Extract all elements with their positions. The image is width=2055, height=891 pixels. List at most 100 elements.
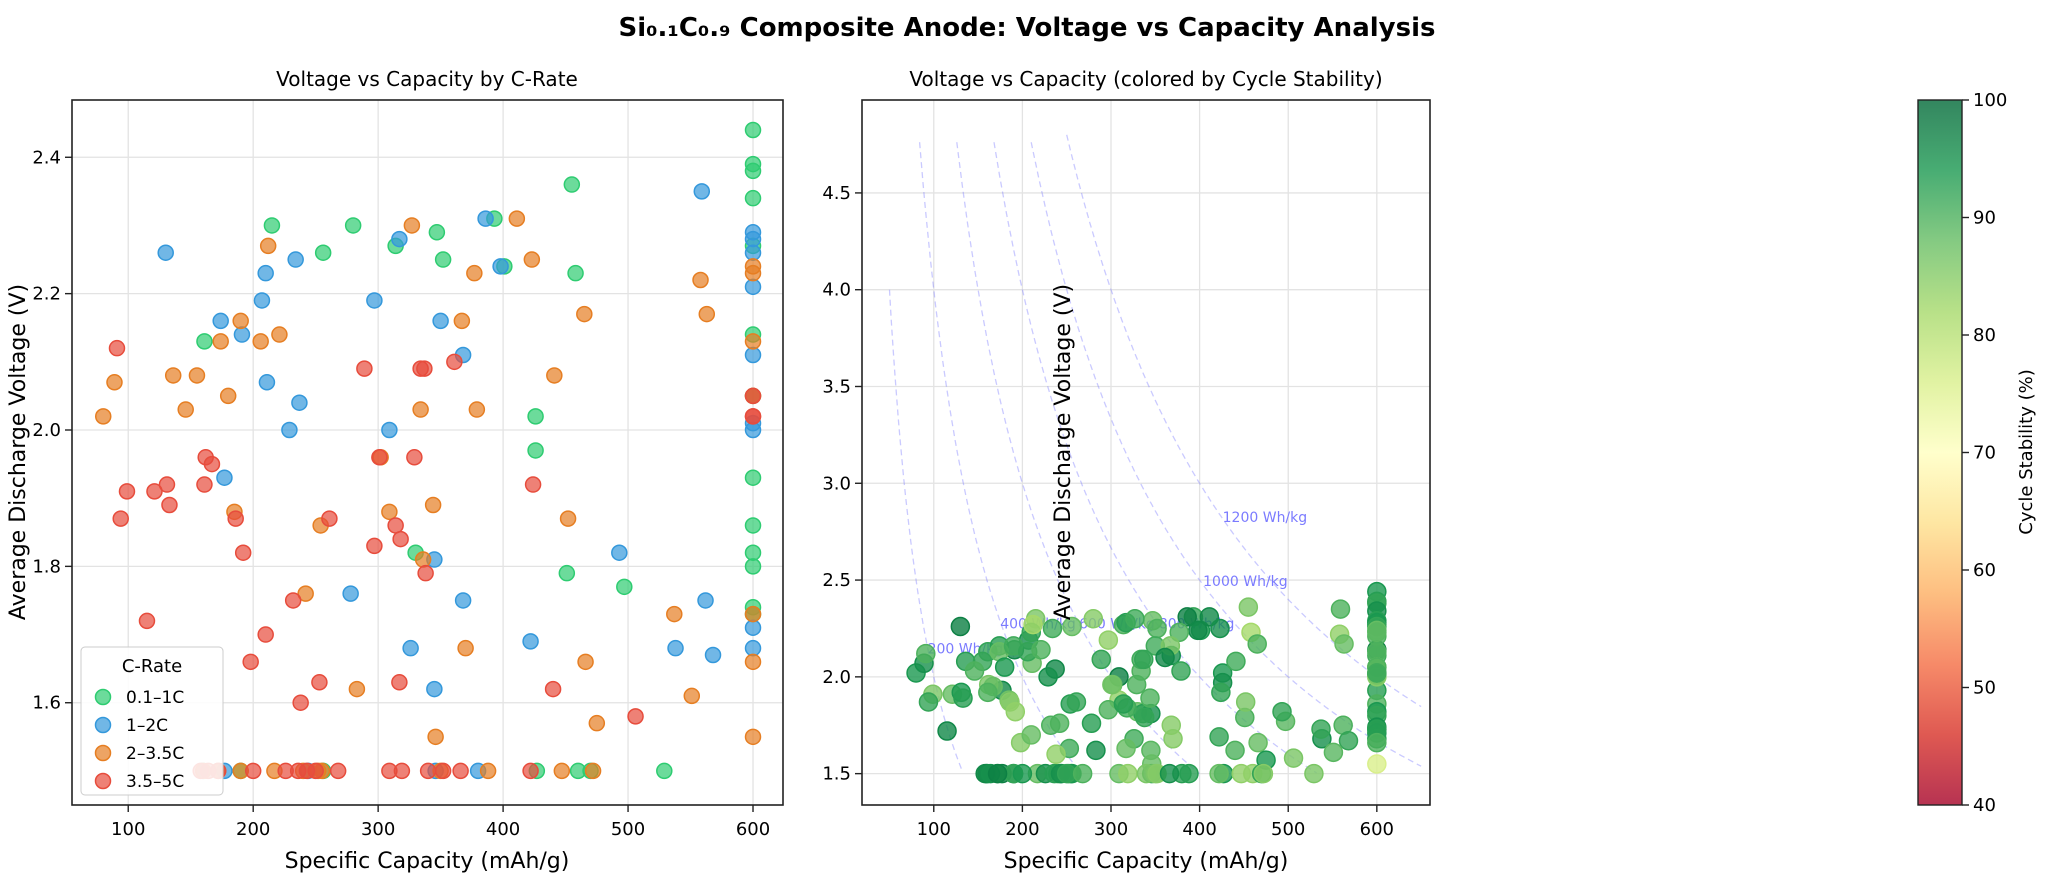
data-point [744,421,762,439]
data-point [292,694,309,711]
data-point [1225,740,1245,761]
data-point [1081,713,1102,734]
energy-density-line [993,142,1317,774]
data-point [1179,763,1199,784]
data-point [744,121,762,139]
y-tick-label: 2.4 [32,147,61,168]
data-point [1147,618,1167,639]
data-point [544,680,562,698]
data-point [916,643,936,664]
data-point [964,661,985,681]
data-point [106,374,123,391]
data-point [1042,618,1063,639]
data-point [576,305,593,323]
data-point [284,592,302,609]
x-tick-label: 500 [611,819,645,840]
x-tick-label: 600 [736,819,770,840]
colorbar-tick-label: 40 [1973,795,1996,816]
data-point [157,244,174,261]
data-point [1209,763,1229,784]
y-tick-label: 1.6 [32,693,61,714]
x-tick-label: 400 [1182,819,1216,840]
data-point [546,367,563,384]
legend-label: 2–3.5C [126,744,184,764]
data-point [158,476,176,493]
data-point [454,592,472,609]
data-point [744,278,762,296]
data-point [281,421,298,439]
data-point [291,394,308,411]
legend-marker [94,688,112,706]
left-ticks: 100 200 300 400 500 600 1.6 1.8 2.0 2.2 2.4 [32,147,770,840]
y-tick-label: 3.0 [822,473,851,494]
data-point [258,374,276,391]
data-point [744,653,762,671]
data-point [307,762,324,780]
data-point [287,251,304,268]
data-point [381,421,398,439]
data-point [1134,649,1154,670]
data-point [1367,732,1387,753]
data-point [697,592,714,609]
energy-line-label: 1200 Wh/kg [1223,510,1308,526]
x-tick-label: 100 [917,819,951,840]
data-point [1323,742,1344,763]
data-point [1171,661,1191,681]
energy-density-line [918,142,1082,774]
data-point [118,483,136,500]
data-point [492,258,509,275]
data-point [1012,763,1033,784]
data-point [1005,701,1026,722]
data-point [667,639,684,657]
y-tick-label: 2.0 [822,667,851,688]
data-point [1118,763,1138,784]
data-point [108,339,126,357]
data-point [744,558,762,575]
data-point [452,762,469,780]
data-point [656,762,673,780]
data-point [427,728,444,746]
legend-box [80,646,224,796]
colorbar-tick-label: 60 [1973,560,1996,581]
data-point [744,728,762,746]
x-tick-label: 500 [1271,819,1305,840]
data-point [348,680,366,698]
data-point [381,503,398,521]
data-point [1091,649,1112,670]
right-axes-frame [861,99,1431,806]
figure-title: Si₀.₁C₀.₉ Composite Anode: Voltage vs Ca… [619,13,1436,43]
data-point [457,639,474,657]
data-point [257,264,274,282]
data-point [1248,732,1268,753]
y-tick-label: 1.5 [822,764,851,785]
left-points [94,121,762,780]
y-tick-label: 2.2 [32,284,61,305]
data-point [744,517,762,534]
data-point [479,762,497,780]
data-point [419,762,437,780]
data-point [978,682,998,703]
data-point [588,714,606,732]
legend-marker [94,716,112,734]
data-point [1209,727,1229,747]
legend-label: 1–2C [126,716,168,736]
y-tick-label: 4.5 [822,183,851,204]
data-point [987,763,1008,784]
data-point [414,551,432,568]
data-point [453,312,471,330]
right-chart: Voltage vs Capacity (colored by Cycle St… [822,67,1431,874]
data-point [744,408,762,425]
right-x-axis-label: Specific Capacity (mAh/g) [1004,849,1289,874]
data-point [1231,763,1252,784]
data-point [466,264,483,282]
data-point [321,510,338,527]
data-point [1238,597,1259,617]
data-point [553,762,571,780]
data-point [196,333,213,350]
data-point [391,674,408,691]
colorbar-tick-label: 50 [1973,678,1996,699]
data-point [1083,609,1104,629]
data-point [527,442,544,459]
data-point [1304,763,1324,784]
data-point [196,476,213,493]
